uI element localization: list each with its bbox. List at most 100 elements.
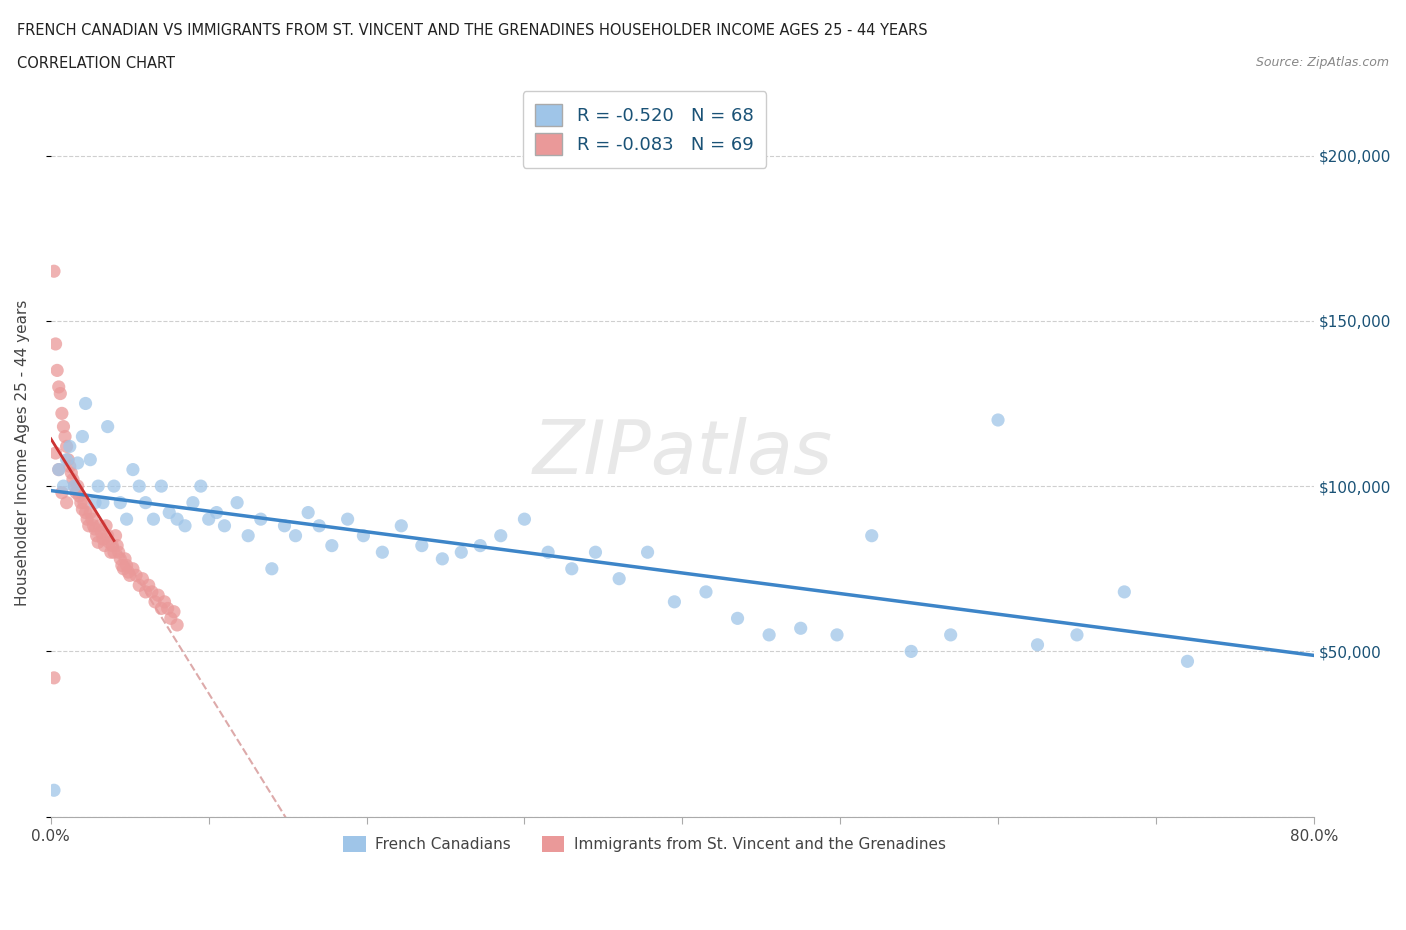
Point <box>181 495 204 510</box>
Legend: French Canadians, Immigrants from St. Vincent and the Grenadines: French Canadians, Immigrants from St. Vi… <box>336 829 953 860</box>
Point <box>73 495 96 510</box>
Point <box>159 611 181 626</box>
Point <box>122 462 145 477</box>
Point <box>65 485 87 500</box>
Point <box>205 505 228 520</box>
Point <box>66 456 89 471</box>
Point <box>156 601 179 616</box>
Point <box>308 518 330 533</box>
Point <box>48 379 70 394</box>
Point <box>98 535 121 550</box>
Point <box>79 505 101 520</box>
Point <box>260 562 283 577</box>
Point <box>86 528 108 543</box>
Point <box>131 571 153 586</box>
Point <box>411 538 433 553</box>
Point <box>125 568 148 583</box>
Point <box>42 671 65 685</box>
Point <box>75 505 97 520</box>
Point <box>63 479 86 494</box>
Point <box>45 445 67 460</box>
Point <box>900 644 922 658</box>
Point <box>284 528 307 543</box>
Point <box>197 512 219 526</box>
Point <box>758 628 780 643</box>
Point <box>321 538 343 553</box>
Point <box>112 562 135 577</box>
Point <box>103 545 125 560</box>
Point <box>51 405 73 420</box>
Point <box>55 439 77 454</box>
Point <box>352 528 374 543</box>
Text: Source: ZipAtlas.com: Source: ZipAtlas.com <box>1256 56 1389 69</box>
Point <box>789 621 811 636</box>
Point <box>59 439 82 454</box>
Point <box>150 479 173 494</box>
Point <box>115 512 138 526</box>
Point <box>1026 637 1049 652</box>
Point <box>91 495 114 510</box>
Point <box>60 465 83 480</box>
Point <box>72 502 94 517</box>
Point <box>48 462 70 477</box>
Point <box>42 264 65 279</box>
Point <box>111 558 134 573</box>
Point <box>110 495 132 510</box>
Point <box>513 512 536 526</box>
Y-axis label: Householder Income Ages 25 - 44 years: Householder Income Ages 25 - 44 years <box>15 299 30 606</box>
Point <box>987 413 1010 428</box>
Point <box>84 522 107 537</box>
Point <box>432 551 454 566</box>
Point <box>664 594 686 609</box>
Point <box>93 538 115 553</box>
Point <box>69 495 91 510</box>
Point <box>450 545 472 560</box>
Point <box>141 584 163 599</box>
Point <box>163 604 186 619</box>
Point <box>89 518 111 533</box>
Point <box>118 568 141 583</box>
Point <box>49 386 72 401</box>
Point <box>84 495 107 510</box>
Point <box>110 551 132 566</box>
Point <box>939 628 962 643</box>
Point <box>489 528 512 543</box>
Text: ZIPatlas: ZIPatlas <box>533 417 832 489</box>
Point <box>190 479 212 494</box>
Point <box>97 419 120 434</box>
Point <box>135 495 157 510</box>
Point <box>470 538 492 553</box>
Point <box>42 783 65 798</box>
Point <box>115 558 138 573</box>
Point <box>585 545 607 560</box>
Point <box>150 601 173 616</box>
Point <box>58 452 80 467</box>
Point <box>79 452 101 467</box>
Point <box>389 518 412 533</box>
Point <box>114 551 136 566</box>
Point <box>87 535 110 550</box>
Point <box>51 485 73 500</box>
Point <box>249 512 271 526</box>
Point <box>76 512 98 526</box>
Point <box>142 512 165 526</box>
Point <box>107 545 129 560</box>
Point <box>48 462 70 477</box>
Text: CORRELATION CHART: CORRELATION CHART <box>17 56 174 71</box>
Point <box>87 479 110 494</box>
Point <box>825 628 848 643</box>
Point <box>67 488 90 503</box>
Point <box>75 396 97 411</box>
Point <box>128 578 150 592</box>
Point <box>135 584 157 599</box>
Point <box>55 495 77 510</box>
Point <box>273 518 295 533</box>
Point <box>66 479 89 494</box>
Point <box>166 512 188 526</box>
Point <box>297 505 319 520</box>
Point <box>128 479 150 494</box>
Point <box>226 495 249 510</box>
Point <box>52 419 75 434</box>
Point <box>166 618 188 632</box>
Text: FRENCH CANADIAN VS IMMIGRANTS FROM ST. VINCENT AND THE GRENADINES HOUSEHOLDER IN: FRENCH CANADIAN VS IMMIGRANTS FROM ST. V… <box>17 23 928 38</box>
